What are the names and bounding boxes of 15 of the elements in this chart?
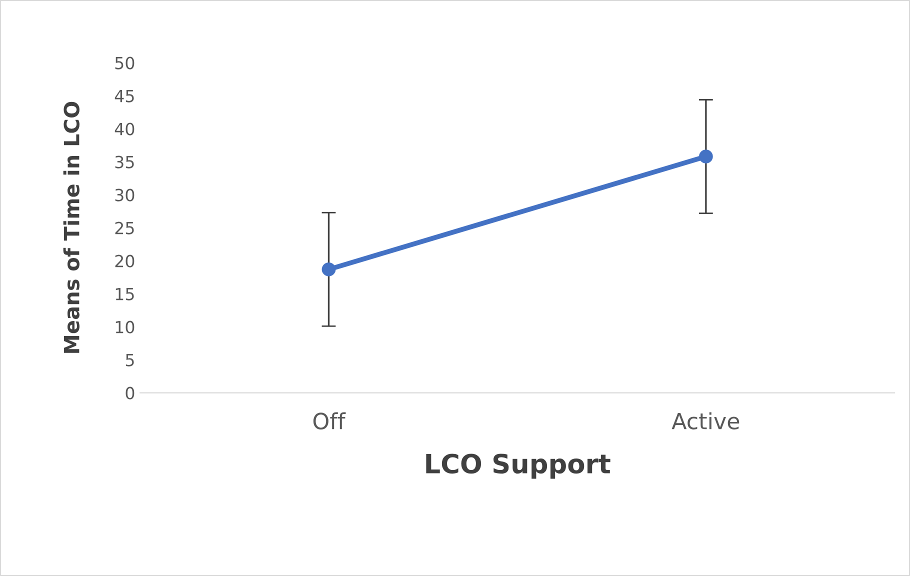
y-tick-label: 0 (126, 386, 134, 400)
y-tick-label: 30 (115, 188, 134, 202)
y-tick-label: 50 (115, 56, 134, 70)
y-tick-label: 45 (114, 90, 134, 102)
y-axis-title: Means of Time in LCO (63, 102, 80, 353)
x-tick-label: Off (313, 412, 346, 430)
y-tick-label: 40 (114, 122, 134, 136)
y-tick-label: 10 (116, 320, 134, 334)
y-tick-label: 35 (115, 156, 134, 168)
y-tick-label: 15 (116, 288, 134, 300)
y-tick-label: 20 (115, 254, 134, 268)
x-tick-label: Active (672, 412, 740, 430)
y-tick-label: 25 (115, 222, 134, 234)
x-axis-title: LCO Support (426, 454, 610, 479)
y-tick-label: 5 (126, 354, 134, 366)
